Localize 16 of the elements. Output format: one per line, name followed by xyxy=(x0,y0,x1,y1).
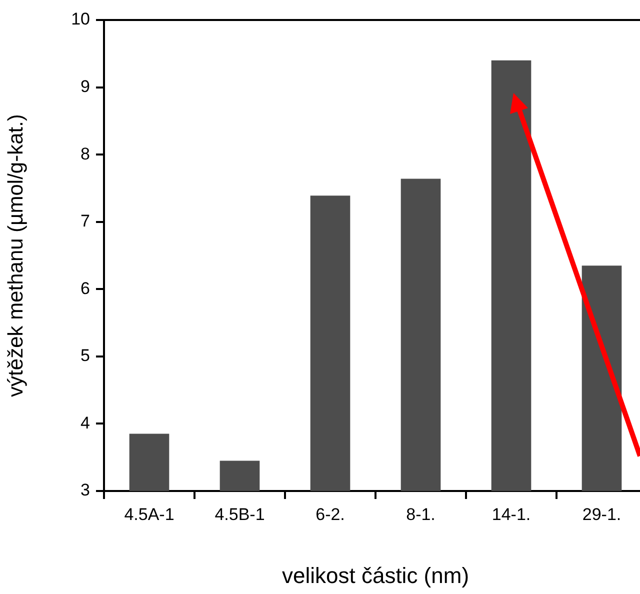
y-tick-label: 10 xyxy=(71,10,90,29)
y-tick-label: 4 xyxy=(80,413,90,432)
y-tick-label: 6 xyxy=(80,278,90,298)
y-tick-label: 8 xyxy=(80,144,90,164)
y-tick-label: 5 xyxy=(80,346,90,366)
x-tick-label: 14-1. xyxy=(492,504,531,524)
x-tick-label: 4.5B-1 xyxy=(214,504,265,524)
y-tick-label: 3 xyxy=(80,480,90,500)
y-axis-title: výtěžek methanu (µmol/g-kat.) xyxy=(4,114,28,397)
x-axis-title: velikost částic (nm) xyxy=(282,562,470,588)
x-tick-label: 8-1. xyxy=(406,504,436,524)
y-tick-label: 9 xyxy=(80,76,90,96)
y-tick-label: 7 xyxy=(80,212,90,231)
x-tick-label: 29-1. xyxy=(582,504,622,524)
x-tick-label: 4.5A-1 xyxy=(124,504,174,524)
x-tick-label: 6-2. xyxy=(316,504,345,524)
